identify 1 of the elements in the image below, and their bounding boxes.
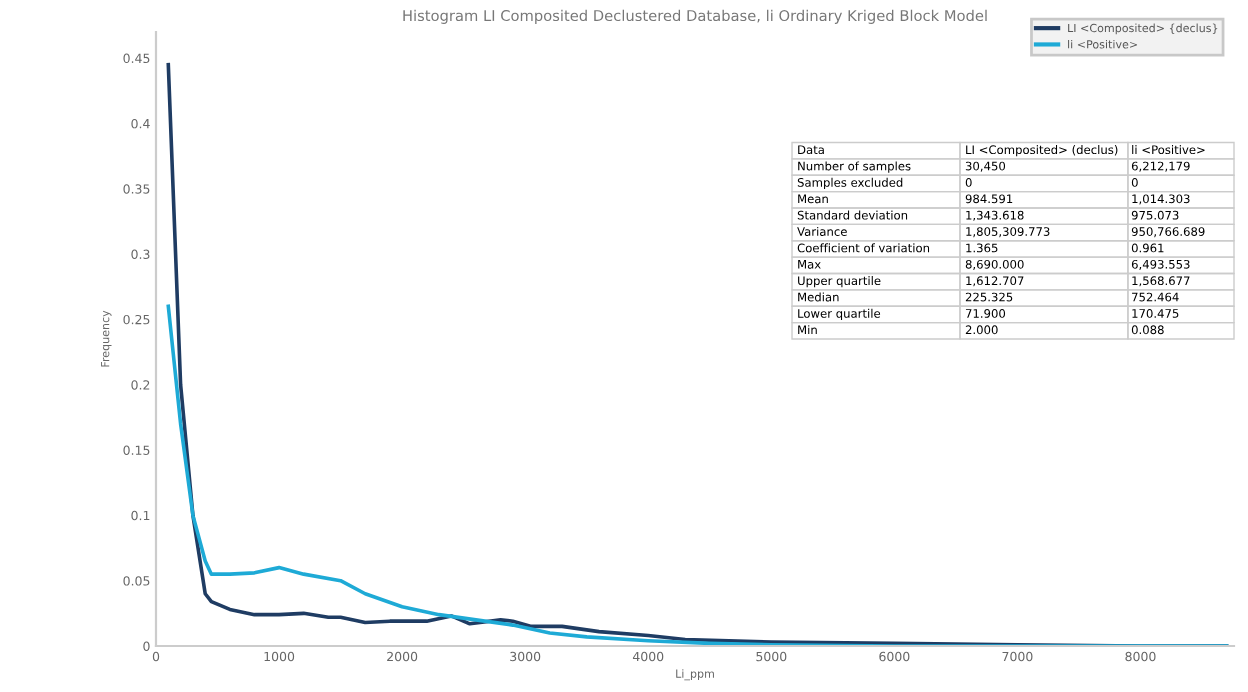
line-series — [166, 304, 1229, 646]
